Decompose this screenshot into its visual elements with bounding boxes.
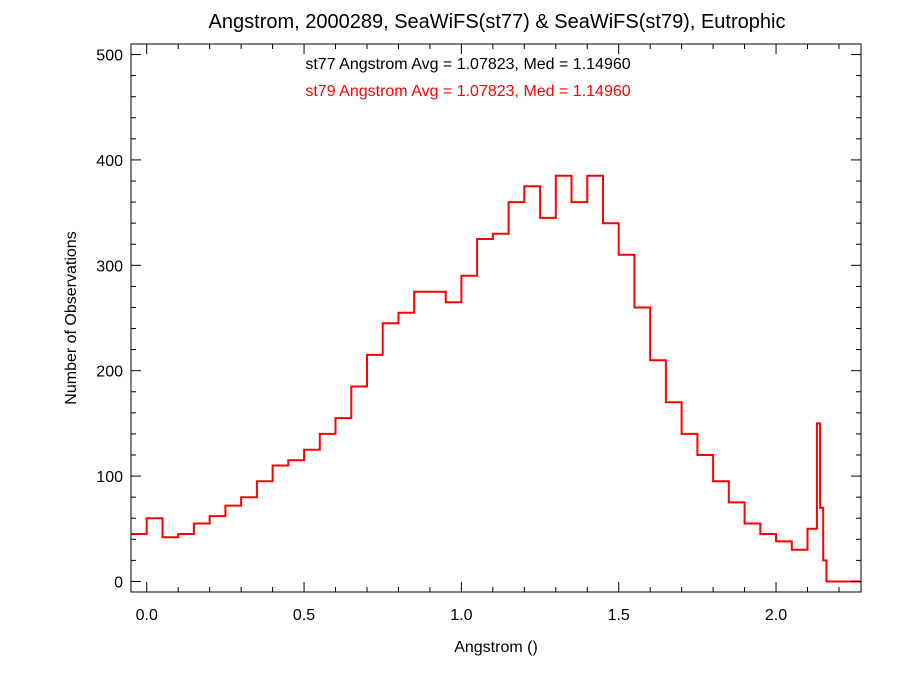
annotation-st79: st79 Angstrom Avg = 1.07823, Med = 1.149…: [305, 83, 630, 100]
plot-area: [131, 174, 861, 583]
x-tick-label: 2.0: [765, 607, 787, 624]
x-axis: 0.0 0.5 1.0 1.5 2.0: [136, 44, 840, 624]
series-line-0: [131, 174, 861, 583]
x-tick-label: 1.5: [608, 607, 630, 624]
annotation-st77: st77 Angstrom Avg = 1.07823, Med = 1.149…: [305, 56, 630, 73]
x-tick-label: 1.0: [450, 607, 472, 624]
y-tick-label: 300: [96, 258, 123, 275]
x-tick-label: 0.0: [136, 607, 158, 624]
y-tick-label: 0: [114, 574, 123, 591]
x-tick-label: 0.5: [293, 607, 315, 624]
chart-title: Angstrom, 2000289, SeaWiFS(st77) & SeaWi…: [209, 11, 786, 33]
y-tick-label: 500: [96, 48, 123, 65]
x-axis-label: Angstrom (): [454, 639, 538, 656]
y-axis-label: Number of Observations: [63, 231, 80, 404]
y-tick-label: 400: [96, 153, 123, 170]
y-axis: 0 100 200 300 400 500: [96, 48, 861, 591]
plot-frame: [130, 43, 862, 593]
y-tick-label: 100: [96, 469, 123, 486]
y-tick-label: 200: [96, 364, 123, 381]
